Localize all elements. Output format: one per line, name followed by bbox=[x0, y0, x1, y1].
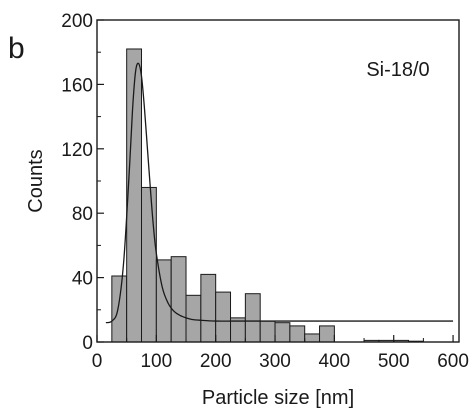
histogram-bar-9 bbox=[244, 293, 261, 343]
histogram-bar-2 bbox=[141, 186, 157, 343]
histogram-bar-13 bbox=[304, 333, 321, 343]
histogram-bar-11 bbox=[274, 322, 291, 343]
x-tick-label: 100 bbox=[140, 351, 172, 372]
x-tick-label: 600 bbox=[437, 351, 469, 372]
y-axis-ticks: 0 40 80 120 160 200 bbox=[61, 11, 104, 354]
y-tick-label: 200 bbox=[61, 11, 93, 32]
sample-annotation: Si-18/0 bbox=[366, 59, 429, 81]
x-axis-title: Particle size [nm] bbox=[202, 387, 354, 409]
histogram-bar-3 bbox=[155, 259, 172, 343]
x-tick-label: 0 bbox=[92, 351, 103, 372]
histogram-bar-0 bbox=[111, 275, 128, 343]
bars-layer bbox=[111, 48, 424, 343]
x-tick-label: 300 bbox=[259, 351, 291, 372]
y-tick-label: 160 bbox=[61, 75, 93, 96]
x-tick-label: 400 bbox=[319, 351, 351, 372]
fit-curve bbox=[105, 62, 454, 324]
y-tick-label: 120 bbox=[61, 140, 93, 161]
histogram-bar-6 bbox=[200, 273, 217, 343]
x-tick-label: 200 bbox=[200, 351, 232, 372]
y-tick-label: 0 bbox=[82, 333, 93, 354]
x-axis-ticks: 0 100 200 300 400 500 600 bbox=[92, 335, 469, 372]
histogram-bar-4 bbox=[170, 256, 187, 343]
panel-label: b bbox=[8, 32, 25, 65]
histogram-bar-12 bbox=[289, 325, 306, 343]
histogram-bar-10 bbox=[259, 320, 276, 343]
y-tick-label: 80 bbox=[72, 204, 93, 225]
y-axis-title: Counts bbox=[25, 149, 47, 212]
histogram-bar-14 bbox=[319, 325, 335, 343]
y-tick-label: 40 bbox=[72, 269, 93, 290]
histogram-bar-7 bbox=[215, 291, 232, 343]
x-tick-label: 500 bbox=[378, 351, 410, 372]
